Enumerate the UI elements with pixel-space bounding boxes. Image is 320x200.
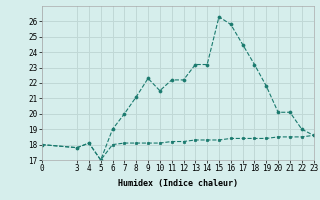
X-axis label: Humidex (Indice chaleur): Humidex (Indice chaleur) xyxy=(118,179,237,188)
